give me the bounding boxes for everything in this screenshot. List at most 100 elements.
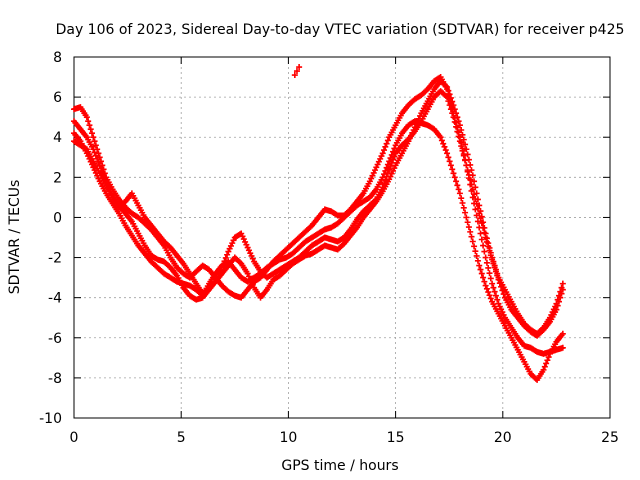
data-point-track-a xyxy=(559,344,566,351)
data-point-track-c xyxy=(456,138,463,145)
data-point-track-b xyxy=(473,252,480,259)
data-point-track-a xyxy=(379,150,386,157)
data-point-track-b xyxy=(487,295,494,302)
data-point-track-d xyxy=(450,102,457,109)
data-point-track-a xyxy=(485,264,492,271)
y-tick-label: -8 xyxy=(48,371,62,387)
data-point-track-d xyxy=(476,202,483,209)
data-point-track-b xyxy=(541,363,548,370)
data-point-track-d xyxy=(480,219,487,226)
data-point-track-a xyxy=(384,137,391,144)
data-point-track-b xyxy=(440,140,447,147)
data-point-outlier xyxy=(293,68,300,75)
data-point-track-b xyxy=(451,174,458,181)
x-tick-label: 20 xyxy=(494,430,512,446)
data-point-track-a xyxy=(83,114,90,121)
data-point-track-c xyxy=(455,133,462,140)
data-point-track-c xyxy=(391,153,398,160)
data-point-track-d xyxy=(555,292,562,299)
data-point-track-d xyxy=(492,266,499,273)
data-point-track-a xyxy=(490,284,497,291)
data-point-track-c xyxy=(387,163,394,170)
data-point-track-c xyxy=(221,258,228,265)
data-point-track-d xyxy=(467,161,474,168)
data-point-track-a xyxy=(480,242,487,249)
x-tick-label: 10 xyxy=(279,430,297,446)
y-tick-label: -2 xyxy=(48,251,62,267)
data-point-track-b xyxy=(480,274,487,281)
data-point-track-a xyxy=(90,134,97,141)
x-tick-label: 25 xyxy=(601,430,619,446)
data-point-track-c xyxy=(458,143,465,150)
data-point-track-c xyxy=(388,159,395,166)
data-point-track-d xyxy=(483,235,490,242)
data-point-track-a xyxy=(494,296,501,303)
data-point-track-c xyxy=(468,181,475,188)
data-point-track-b xyxy=(449,166,456,173)
data-point-outlier xyxy=(296,64,303,71)
data-point-track-b xyxy=(458,195,465,202)
data-point-track-c xyxy=(390,156,397,163)
data-point-track-d xyxy=(454,114,461,121)
data-point-track-b xyxy=(481,278,488,285)
data-point-track-b xyxy=(543,360,550,367)
data-point-track-d xyxy=(447,94,454,101)
data-point-track-a xyxy=(487,275,494,282)
data-point-track-d xyxy=(486,244,493,251)
data-point-track-b xyxy=(559,330,566,337)
data-points xyxy=(71,64,566,383)
data-point-track-d xyxy=(487,249,494,256)
data-point-track-b xyxy=(540,366,547,373)
data-point-track-d xyxy=(462,141,469,148)
y-tick-label: 0 xyxy=(53,210,62,226)
data-point-track-a xyxy=(87,126,94,133)
data-point-track-a xyxy=(483,259,490,266)
y-tick-label: -4 xyxy=(48,291,62,307)
y-tick-label: 2 xyxy=(53,170,62,186)
data-point-track-d xyxy=(478,213,485,220)
x-tick-label: 15 xyxy=(387,430,405,446)
data-point-track-d xyxy=(453,110,460,117)
data-point-track-d xyxy=(446,91,453,98)
data-point-track-d xyxy=(490,258,497,265)
data-point-track-b xyxy=(450,170,457,177)
data-point-track-d xyxy=(471,178,478,185)
y-tick-label: 4 xyxy=(53,130,62,146)
data-point-track-c xyxy=(224,251,231,258)
data-point-track-a xyxy=(486,270,493,277)
data-point-track-a xyxy=(482,254,489,261)
data-point-track-c xyxy=(92,152,99,159)
data-point-track-d xyxy=(468,167,475,174)
x-tick-label: 0 xyxy=(70,430,79,446)
data-point-track-d xyxy=(481,224,488,231)
data-point-track-a xyxy=(381,147,388,154)
data-point-track-a xyxy=(86,122,93,129)
data-point-track-a xyxy=(477,230,484,237)
data-point-track-d xyxy=(489,254,496,261)
data-point-track-a xyxy=(492,292,499,299)
data-point-track-b xyxy=(545,354,552,361)
data-point-track-a xyxy=(382,143,389,150)
data-point-track-c xyxy=(459,147,466,154)
data-point-track-d xyxy=(482,230,489,237)
data-point-track-c xyxy=(96,162,103,169)
data-point-track-b xyxy=(437,134,444,141)
data-point-track-d xyxy=(473,190,480,197)
y-tick-label: -10 xyxy=(39,411,62,427)
data-point-track-b xyxy=(483,285,490,292)
data-point-track-b xyxy=(462,209,469,216)
data-point-track-d xyxy=(459,131,466,138)
data-point-track-d xyxy=(485,240,492,247)
x-tick-labels: 0 5 10 15 20 25 xyxy=(70,430,619,446)
y-tick-label: -6 xyxy=(48,331,62,347)
data-point-track-b xyxy=(447,162,454,169)
data-point-track-d xyxy=(494,270,501,277)
data-point-track-b xyxy=(482,282,489,289)
data-point-track-a xyxy=(92,142,99,149)
data-point-track-d xyxy=(456,122,463,129)
data-point-track-c xyxy=(453,123,460,130)
data-point-track-a xyxy=(85,118,92,125)
x-tick-label: 5 xyxy=(177,430,186,446)
data-point-track-d xyxy=(449,98,456,105)
